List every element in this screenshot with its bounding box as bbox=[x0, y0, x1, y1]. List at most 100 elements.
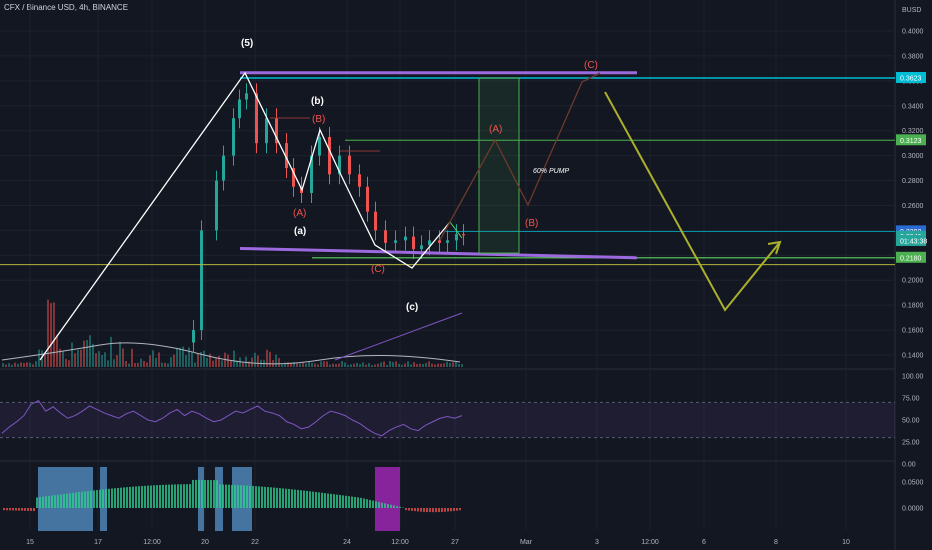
volume-bar bbox=[119, 341, 121, 367]
volume-bar bbox=[137, 362, 139, 367]
volume-bar bbox=[140, 358, 142, 367]
volume-bar bbox=[275, 354, 277, 367]
volume-bar bbox=[158, 352, 160, 367]
volume-bar bbox=[26, 362, 28, 367]
volume-bar bbox=[284, 362, 286, 367]
volume-bar bbox=[395, 361, 397, 367]
volume-bar bbox=[434, 364, 436, 367]
candle-body bbox=[338, 155, 341, 175]
volume-bar bbox=[407, 361, 409, 367]
volume-bar bbox=[299, 363, 301, 367]
volume-bar bbox=[65, 358, 67, 367]
candle-body bbox=[348, 155, 351, 175]
volume-bar bbox=[452, 362, 454, 367]
time-tick-label: 3 bbox=[595, 539, 599, 546]
volume-bar bbox=[455, 362, 457, 367]
volume-bar bbox=[50, 303, 52, 367]
price-tick-label: 0.2000 bbox=[902, 278, 924, 285]
volume-bar bbox=[152, 350, 154, 367]
volume-bar bbox=[47, 299, 49, 367]
volume-bar bbox=[104, 352, 106, 367]
volume-bar bbox=[404, 363, 406, 367]
volume-bar bbox=[155, 357, 157, 367]
volume-bar bbox=[269, 351, 271, 367]
volume-bar bbox=[392, 361, 394, 367]
price-tick-label: 0.3000 bbox=[902, 153, 924, 160]
trend-line bbox=[334, 312, 463, 361]
volume-bar bbox=[236, 360, 238, 367]
elliott-wave-path bbox=[39, 71, 451, 361]
volume-bar bbox=[128, 363, 130, 367]
price-tick-label: 0.3200 bbox=[902, 128, 924, 135]
volume-bar bbox=[245, 356, 247, 367]
volume-bar bbox=[359, 364, 361, 367]
volume-bar bbox=[383, 361, 385, 367]
volume-bar bbox=[197, 353, 199, 367]
volume-bar bbox=[344, 362, 346, 367]
volume-bar bbox=[86, 340, 88, 367]
volume-bar bbox=[32, 364, 34, 367]
volume-bar bbox=[410, 364, 412, 367]
volume-bar bbox=[305, 363, 307, 367]
candle-body bbox=[358, 174, 361, 187]
forecast-C-label: (C) bbox=[584, 60, 598, 71]
volume-bar bbox=[35, 361, 37, 367]
volume-bar bbox=[461, 363, 463, 367]
volume-bar bbox=[257, 355, 259, 367]
volume-bar bbox=[59, 348, 61, 367]
currency-label: BUSD bbox=[902, 7, 921, 14]
volume-bar bbox=[101, 354, 103, 367]
candle-body bbox=[438, 240, 441, 243]
candle-body bbox=[318, 136, 321, 156]
volume-bar bbox=[365, 364, 367, 367]
volume-bar bbox=[233, 350, 235, 367]
wave-a-label: (a) bbox=[294, 226, 306, 237]
wave-b-label: (b) bbox=[311, 96, 324, 107]
volume-bar bbox=[296, 362, 298, 367]
volume-bar bbox=[122, 348, 124, 367]
volume-bar bbox=[308, 362, 310, 367]
volume-bar bbox=[449, 362, 451, 367]
volume-bar bbox=[23, 363, 25, 367]
rsi-tick-label: 25.00 bbox=[902, 440, 920, 447]
rsi-tick-label: 0.00 bbox=[902, 462, 916, 469]
volume-bar bbox=[287, 362, 289, 367]
price-tick-label: 0.1800 bbox=[902, 303, 924, 310]
time-tick-label: 27 bbox=[451, 539, 459, 546]
rsi-tick-label: 75.00 bbox=[902, 396, 920, 403]
volume-bar bbox=[188, 347, 190, 367]
volume-bar bbox=[353, 363, 355, 367]
volume-bar bbox=[266, 349, 268, 367]
volume-bar bbox=[149, 355, 151, 367]
osc-tick-label: 0.0500 bbox=[902, 480, 924, 487]
candle-body bbox=[374, 211, 377, 231]
volume-bar bbox=[125, 360, 127, 367]
volume-bar bbox=[92, 343, 94, 367]
volume-bar bbox=[437, 363, 439, 367]
price-tick-label: 0.1400 bbox=[902, 353, 924, 360]
volume-bar bbox=[95, 353, 97, 367]
volume-bar bbox=[167, 363, 169, 367]
candle-body bbox=[394, 240, 397, 243]
wave-B-label: (B) bbox=[312, 114, 325, 125]
price-label-text: 0.2180 bbox=[900, 255, 922, 262]
volume-bar bbox=[242, 362, 244, 367]
candle-body bbox=[255, 93, 258, 144]
pump-target-box bbox=[478, 77, 520, 254]
volume-bar bbox=[170, 357, 172, 367]
time-tick-label: 10 bbox=[842, 539, 850, 546]
volume-bar bbox=[290, 362, 292, 367]
volume-bar bbox=[134, 363, 136, 367]
wave-5-label: (5) bbox=[241, 38, 253, 49]
volume-bar bbox=[215, 358, 217, 367]
volume-bar bbox=[113, 359, 115, 367]
volume-bar bbox=[251, 357, 253, 367]
price-tick-label: 0.3400 bbox=[902, 103, 924, 110]
volume-bar bbox=[38, 349, 40, 367]
volume-bar bbox=[422, 363, 424, 367]
volume-bar bbox=[413, 362, 415, 367]
volume-bar bbox=[146, 362, 148, 367]
volume-bar bbox=[368, 363, 370, 367]
volume-bar bbox=[248, 361, 250, 367]
